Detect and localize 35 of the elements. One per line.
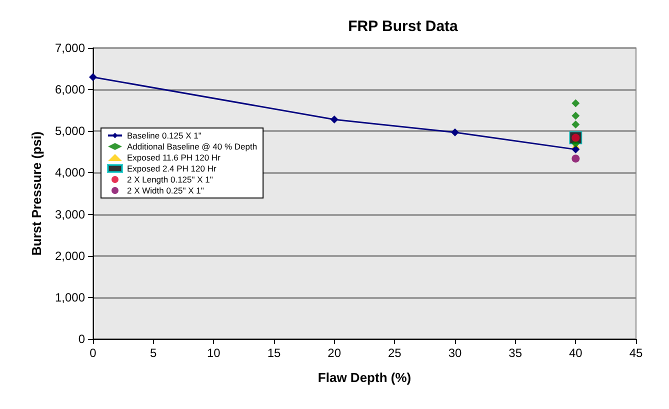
x-tick-label: 25 bbox=[388, 346, 402, 360]
x-tick-label: 35 bbox=[508, 346, 522, 360]
x-tick-label: 10 bbox=[206, 346, 221, 360]
point bbox=[572, 120, 580, 128]
y-tick-label: 4,000 bbox=[54, 166, 86, 180]
point bbox=[572, 145, 580, 154]
x-tick-label: 0 bbox=[90, 346, 97, 360]
x-tick-label: 40 bbox=[568, 346, 583, 360]
x-tick-label: 45 bbox=[629, 346, 643, 360]
legend-label: Baseline 0.125 X 1" bbox=[127, 130, 202, 140]
y-axis-title: Burst Pressure (psi) bbox=[29, 131, 44, 256]
point bbox=[89, 73, 97, 82]
legend-label: 2 X Width 0.25" X 1" bbox=[127, 186, 204, 196]
y-tick-label: 0 bbox=[78, 332, 86, 346]
y-tick-label: 6,000 bbox=[54, 82, 86, 97]
x-tick-label: 30 bbox=[448, 346, 462, 360]
x-tick-label: 5 bbox=[150, 346, 157, 360]
y-tick-label: 2,000 bbox=[54, 248, 86, 263]
legend-label: Exposed 11.6 PH 120 Hr bbox=[127, 152, 221, 162]
y-tick-label: 5,000 bbox=[54, 124, 86, 138]
point bbox=[330, 116, 338, 124]
point bbox=[572, 154, 580, 163]
x-tick-label: 15 bbox=[267, 346, 281, 360]
y-tick-label: 1,000 bbox=[54, 290, 86, 304]
x-tick-label: 20 bbox=[328, 346, 342, 360]
legend-label: Exposed 2.4 PH 120 Hr bbox=[127, 164, 216, 174]
legend-label: 2 X Length 0.125" X 1" bbox=[127, 174, 213, 184]
y-tick-label: 3,000 bbox=[54, 207, 86, 222]
legend-label: Additional Baseline @ 40 % Depth bbox=[127, 142, 258, 152]
x-axis-title: Flaw Depth (%) bbox=[318, 370, 412, 385]
chart-title: FRP Burst Data bbox=[348, 18, 459, 35]
y-tick-label: 7,000 bbox=[54, 41, 86, 55]
point bbox=[572, 112, 580, 120]
point bbox=[572, 99, 580, 108]
point bbox=[451, 128, 459, 136]
